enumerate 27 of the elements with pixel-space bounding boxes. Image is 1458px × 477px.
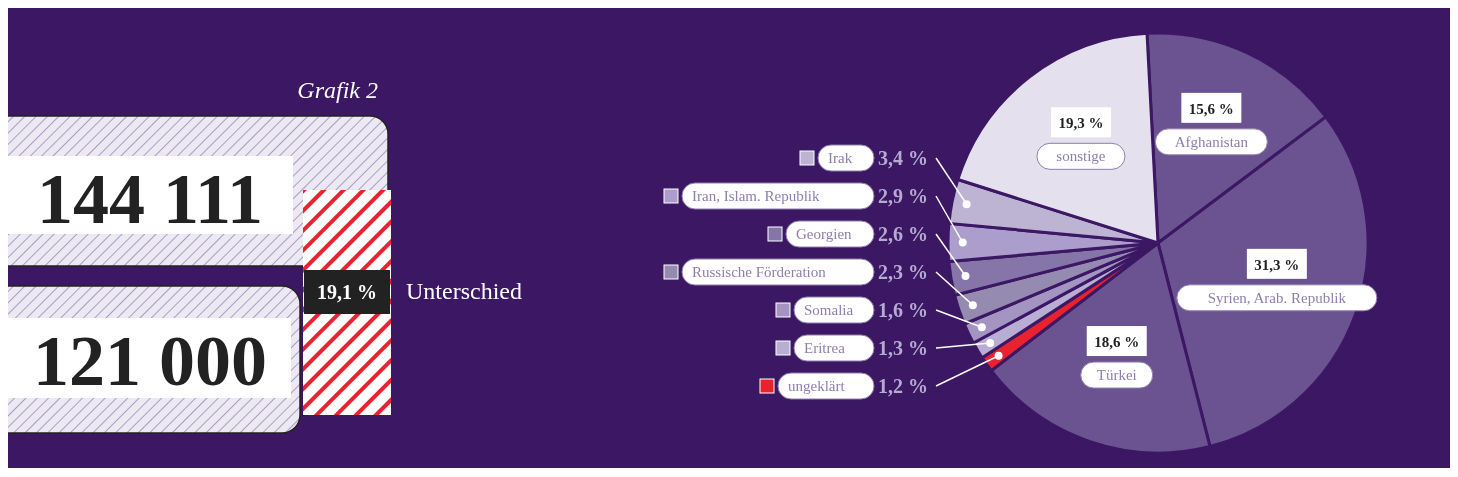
data-label: 19,3 % — [1058, 115, 1104, 132]
data-label: 2,9 % — [878, 185, 928, 207]
data-label: 31,3 % — [1254, 256, 1300, 273]
legend-label: Georgien — [796, 226, 853, 242]
slice-label: Syrien, Arab. Republik — [1207, 289, 1347, 306]
data-label: 1,2 % — [878, 375, 928, 397]
data-label: 3,4 % — [878, 147, 928, 169]
data-label: 1,6 % — [878, 299, 928, 321]
text: Grafik 2 — [297, 77, 378, 103]
legend-label: Russische Förderation — [692, 264, 827, 280]
legend-label: ungeklärt — [788, 378, 846, 394]
text: Unterschied — [406, 278, 522, 304]
legend-label: Irak — [828, 150, 853, 166]
data-label: 1,3 % — [878, 337, 928, 359]
legend-label: Somalia — [804, 302, 854, 318]
data-label: 15,6 % — [1188, 100, 1234, 117]
text: 144 111 — [36, 159, 264, 239]
data-label: 18,6 % — [1094, 334, 1140, 351]
legend-label: Eritrea — [804, 340, 846, 356]
text: 121 000 — [33, 321, 267, 401]
data-label: 2,6 % — [878, 223, 928, 245]
legend-label: Iran, Islam. Republik — [692, 188, 820, 204]
slice-label: Afghanistan — [1174, 133, 1249, 150]
data-label: 2,3 % — [878, 261, 928, 283]
slice-label: sonstige — [1056, 148, 1106, 165]
text: 19,1 % — [317, 281, 377, 303]
slice-label: Türkei — [1096, 367, 1137, 384]
